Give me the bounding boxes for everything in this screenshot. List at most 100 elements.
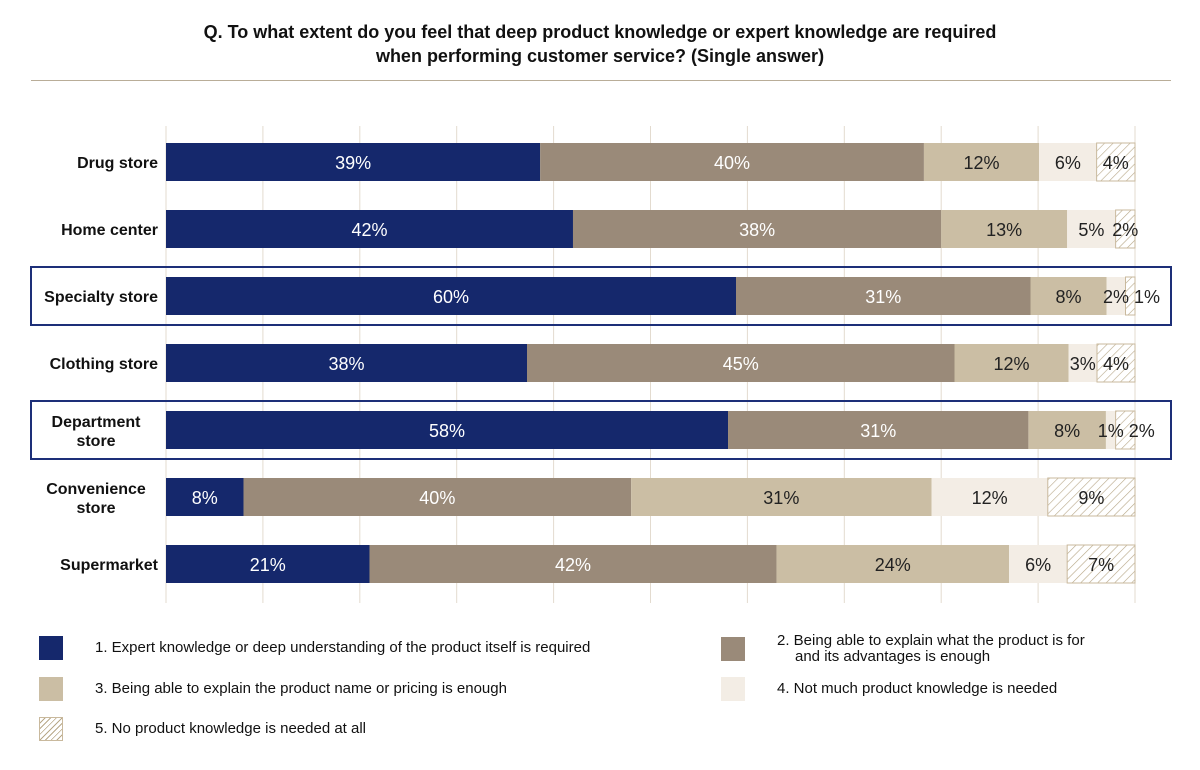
legend-label-2a: 2. Being able to explain what the produc… [777,632,1085,649]
data-label: 40% [419,488,455,508]
data-label: 38% [328,354,364,374]
title-divider [31,80,1171,81]
bar-segment [166,411,729,449]
data-label: 12% [993,354,1029,374]
bar-segment [1030,277,1107,315]
bar-segment [1105,411,1116,449]
legend-item-1: 1. Expert knowledge or deep understandin… [39,636,591,660]
bar-segment [166,545,370,583]
bar-segment [166,344,527,382]
data-label: 12% [972,488,1008,508]
data-label: 12% [963,153,999,173]
bar-segment [166,143,541,181]
legend-label-2b: and its advantages is enough [795,648,991,665]
data-label: 45% [723,354,759,374]
bar-segment [931,478,1048,516]
legend-item-5: 5. No product knowledge is needed at all [39,717,367,741]
category-label: Department store [52,414,142,450]
data-label: 8% [192,488,218,508]
legend-swatch-2 [721,637,745,661]
bar-segment [572,210,942,248]
bar-segment [540,143,924,181]
bar-segment [1047,477,1136,517]
highlight-box [30,400,1172,460]
bar-segment [166,478,244,516]
bar-segment [1115,410,1136,450]
data-label: 58% [429,421,465,441]
chart-title: Q. To what extent do you feel that deep … [0,20,1200,68]
data-label: 3% [1070,354,1096,374]
bar-segment [1096,142,1136,182]
bar-segment [1068,344,1097,382]
bar-segment [166,277,736,315]
chart-title-line-2: when performing customer service? (Singl… [375,46,825,66]
data-label: 38% [739,220,775,240]
data-label: 40% [714,153,750,173]
bar-segment [923,143,1040,181]
bar-segment [728,411,1029,449]
data-label: 42% [555,555,591,575]
bar-segment [1106,277,1126,315]
data-label: 31% [860,421,896,441]
data-label: 2% [1112,220,1138,240]
legend-label-5: 5. No product knowledge is needed at all [95,720,367,737]
category-label: Home center [61,222,158,239]
category-label: Specialty store [44,289,158,306]
legend-swatch-5 [39,717,63,741]
category-label: Supermarket [60,557,158,574]
bar-segment [166,210,573,248]
bar-segment [1096,343,1136,383]
data-label: 21% [250,555,286,575]
data-label: 2% [1129,421,1155,441]
data-label: 13% [986,220,1022,240]
bar-segment [631,478,932,516]
bar-segment [1067,210,1116,248]
legend-swatch-1 [39,636,63,660]
legend-label-1: 1. Expert knowledge or deep understandin… [95,639,591,656]
data-label: 39% [335,153,371,173]
data-label: 42% [351,220,387,240]
chart-title-line-1: Q. To what extent do you feel that deep … [203,22,997,42]
category-label: Convenience store [46,481,146,517]
bar-segment [1115,209,1136,249]
data-label: 4% [1103,354,1129,374]
bar-segment [736,277,1031,315]
data-label: 31% [865,287,901,307]
bar-segment [954,344,1069,382]
data-label: 8% [1054,421,1080,441]
data-label: 6% [1025,555,1051,575]
data-label: 1% [1134,287,1160,307]
data-label: 6% [1055,153,1081,173]
bar-segment [527,344,955,382]
legend-label-3: 3. Being able to explain the product nam… [95,680,507,697]
bar-segment [1039,143,1097,181]
legend-swatch-3 [39,677,63,701]
data-label: 4% [1103,153,1129,173]
category-label: Clothing store [50,356,159,373]
data-label: 60% [433,287,469,307]
bar-segment [243,478,632,516]
stacked-bar-chart: 39% 40% 12% 6% 4%42% 38% 13% 5% 2%60% 31% 8% 2% 1%38… [30,126,1172,603]
bar-segment [941,210,1068,248]
bar-segment [369,545,777,583]
data-label: 5% [1078,220,1104,240]
category-label: Drug store [77,155,158,172]
bar-segment [776,545,1010,583]
bar-segment [1066,544,1136,584]
legend-item-4: 4. Not much product knowledge is needed [721,677,1058,701]
data-label: 24% [875,555,911,575]
data-label: 8% [1055,287,1081,307]
data-label: 7% [1088,555,1114,575]
data-label: 2% [1103,287,1129,307]
bar-segment [1028,411,1106,449]
legend-item-3: 3. Being able to explain the product nam… [39,677,507,701]
highlight-box [30,266,1172,326]
legend-item-2: 2. Being able to explain what the produc… [721,633,1085,665]
data-label: 1% [1098,421,1124,441]
bar-segment [1125,276,1136,316]
data-label: 9% [1078,488,1104,508]
legend-label-4: 4. Not much product knowledge is needed [777,680,1058,697]
bar-segment [1009,545,1068,583]
data-label: 31% [763,488,799,508]
legend-swatch-4 [721,677,745,701]
